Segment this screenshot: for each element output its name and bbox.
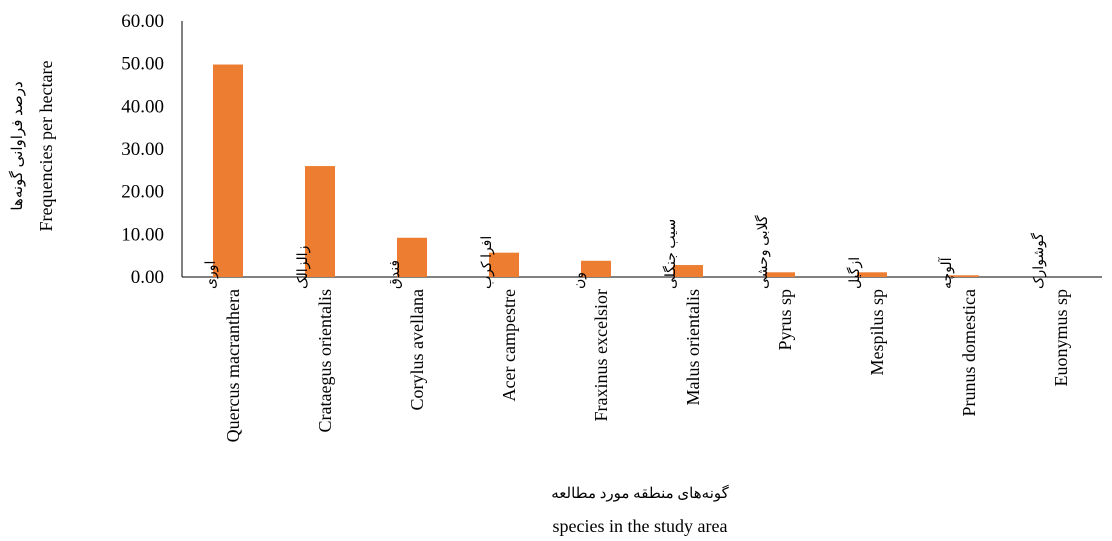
category-label-local: اوری [204,261,219,289]
category-label-local: ون [572,272,587,289]
bar [213,64,243,278]
category-label-latin: Fraxinus excelsior [591,289,611,421]
y-tick-label: 40.00 [121,96,164,117]
bar [397,237,427,277]
y-tick-label: 20.00 [121,182,164,203]
category-label-latin: Mespilus sp [867,289,887,376]
bar [949,275,979,277]
category-labels: Quercus macranthera اوری Crataegus orienta… [204,215,1071,442]
y-tick-label: 60.00 [121,11,164,32]
bar [673,265,703,277]
category-label-local: ازگیل [846,257,863,289]
bar [581,260,611,277]
category-label-local: سیب جنگلی [662,219,679,289]
bar [857,272,887,277]
category-label-local: گلابی وحشی [754,215,771,289]
category-label-local: گوشوارک [1030,233,1047,289]
y-axis-ticks: 0.00 10.00 20.00 30.00 40.00 50.00 60.00 [121,11,164,288]
x-axis-title-fa: گونه‌های منطقه مورد مطالعه [551,484,729,502]
category-label-latin: Crataegus orientalis [315,289,335,432]
y-axis-title-fa: درصد فراوانی گونه‌ها [8,81,26,210]
bar [489,252,519,277]
category-label-latin: Corylus avellana [407,289,427,410]
y-tick-label: 10.00 [121,224,164,245]
y-tick-label: 30.00 [121,139,164,160]
bars [213,64,979,278]
y-tick-label: 50.00 [121,54,164,75]
category-label-local: آلوچه [937,256,955,289]
category-label-latin: Acer campestre [499,289,519,401]
x-axis-title-en: species in the study area [553,516,728,536]
category-label-latin: Malus orientalis [683,289,703,405]
category-label-latin: Quercus macranthera [223,289,243,442]
y-axis-title-en: Frequencies per hectare [36,61,56,232]
category-label-local: زالزالک [296,246,311,289]
bar [765,272,795,277]
bar [305,166,335,277]
category-label-latin: Euonymus sp [1051,289,1071,387]
y-tick-label: 0.00 [131,267,164,288]
category-label-latin: Prunus domestica [959,289,979,417]
category-label-latin: Pyrus sp [775,289,795,351]
category-label-local: فندق [388,260,403,289]
category-label-local: افرا کرب [480,236,495,289]
